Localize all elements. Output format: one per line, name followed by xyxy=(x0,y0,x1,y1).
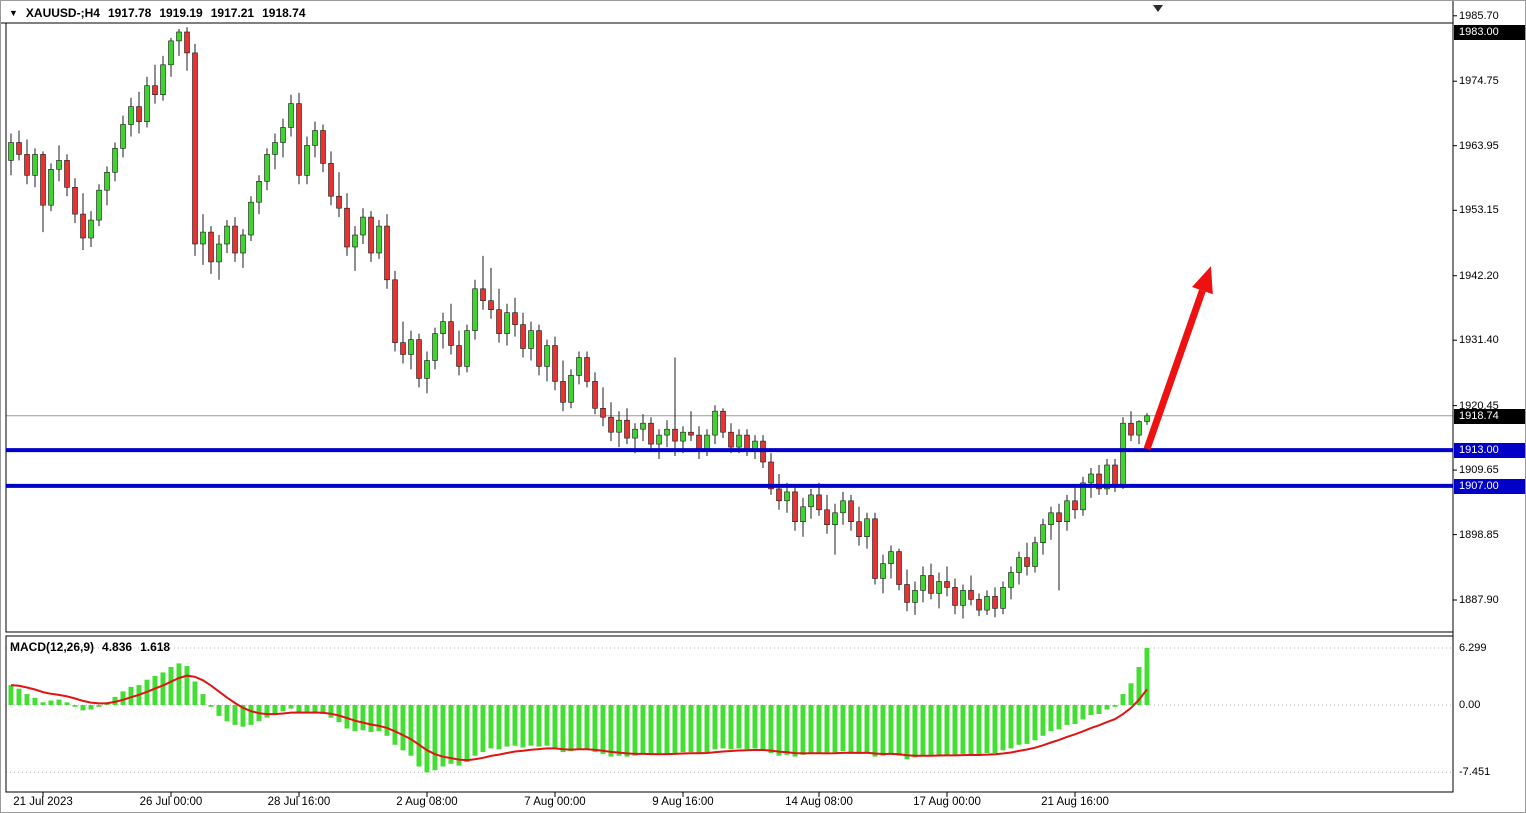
time-axis-label: 7 Aug 00:00 xyxy=(524,796,586,808)
candlestick-series xyxy=(8,27,1150,619)
price-tick-label: 1942.20 xyxy=(1459,269,1499,282)
price-marker-label: 1983.00 xyxy=(1454,25,1525,40)
price-axis[interactable]: 1985.70 1974.75 1963.95 1953.15 1942.20 1931.… xyxy=(1454,1,1525,792)
time-axis-label: 9 Aug 16:00 xyxy=(652,796,714,808)
macd-signal-value: 1.618 xyxy=(140,640,171,654)
ohlc-close-value: 1918.74 xyxy=(262,6,306,20)
price-marker-label: 1918.74 xyxy=(1454,408,1525,424)
time-axis-label: 14 Aug 08:00 xyxy=(785,796,853,808)
price-tick-label: 1931.40 xyxy=(1459,334,1499,347)
price-tick-label: 1953.15 xyxy=(1459,204,1499,217)
time-axis-label: 21 Jul 2023 xyxy=(13,796,73,808)
price-tick-label: 1898.85 xyxy=(1459,528,1499,541)
macd-axis-label: 6.299 xyxy=(1459,642,1487,654)
symbol-timeframe-label: XAUUSD-;H4 xyxy=(25,6,100,20)
up-arrow-annotation[interactable] xyxy=(1143,266,1213,451)
macd-axis-label: 0.00 xyxy=(1459,699,1481,711)
price-tick-label: 1887.90 xyxy=(1459,594,1499,606)
time-axis-label: 28 Jul 16:00 xyxy=(267,796,331,808)
macd-histogram xyxy=(8,648,1150,773)
macd-axis-label: -7.451 xyxy=(1459,766,1491,779)
chart-title: ▼ XAUUSD-;H4 1917.78 1919.19 1917.21 191… xyxy=(9,6,306,20)
macd-signal-line xyxy=(10,674,1148,762)
price-tick-label: 1974.75 xyxy=(1459,75,1499,88)
time-axis-label: 2 Aug 08:00 xyxy=(396,796,458,808)
ohlc-low-value: 1917.21 xyxy=(210,6,255,20)
price-tick-label: 1909.65 xyxy=(1459,464,1499,477)
price-tick-label: 1920.45 xyxy=(1459,399,1499,412)
macd-main-value: 4.836 xyxy=(102,640,133,654)
symbol-marker-icon: ▼ xyxy=(9,8,18,18)
price-tick-label: 1985.70 xyxy=(1459,9,1499,22)
chart-shift-marker-icon[interactable] xyxy=(1153,5,1163,12)
price-tick-label: 1963.95 xyxy=(1459,139,1499,152)
time-axis[interactable]: 21 Jul 2023 26 Jul 00:00 28 Jul 16:00 2 Aug… xyxy=(1,792,1453,812)
price-marker-label: 1907.00 xyxy=(1454,478,1525,494)
price-pane-frame xyxy=(5,22,1454,633)
price-marker-label: 1913.00 xyxy=(1454,443,1525,459)
ohlc-high-value: 1919.19 xyxy=(159,6,203,20)
macd-name-label: MACD(12,26,9) xyxy=(10,640,95,654)
time-axis-label: 21 Aug 16:00 xyxy=(1041,796,1109,808)
macd-indicator-label: MACD(12,26,9) 4.836 1.618 xyxy=(10,640,170,654)
time-axis-label: 26 Jul 00:00 xyxy=(139,796,203,808)
time-axis-label: 17 Aug 00:00 xyxy=(913,796,981,808)
ohlc-open-value: 1917.78 xyxy=(107,6,152,20)
